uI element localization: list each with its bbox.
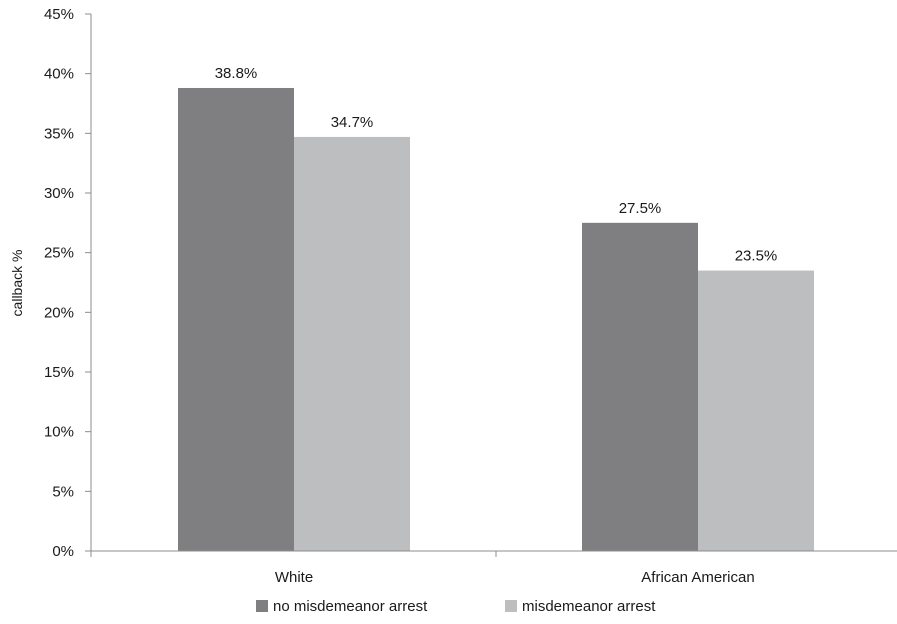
y-tick-label: 10% [44,424,74,441]
y-tick-label: 35% [44,125,74,142]
y-tick-label: 30% [44,185,74,202]
legend: no misdemeanor arrest misdemeanor arrest [256,598,656,615]
axes [90,14,897,557]
y-axis-ticks: 0% 5% 10% 15% 20% 25% 30% 35% 40% 45% [44,6,91,560]
data-label: 34.7% [331,114,374,131]
data-labels: 38.8% 34.7% 27.5% 23.5% [215,65,778,265]
data-label: 27.5% [619,200,662,217]
legend-label: misdemeanor arrest [522,598,656,615]
x-axis-ticks: White African American [275,569,755,586]
y-tick-label: 15% [44,364,74,381]
y-axis-title: callback % [9,250,25,317]
legend-swatch [505,600,517,612]
bars [178,87,814,552]
y-tick-label: 5% [52,483,74,500]
legend-swatch [256,600,268,612]
data-label: 38.8% [215,65,258,82]
y-tick-label: 20% [44,304,74,321]
bar-arrest-1 [698,270,814,551]
bar-arrest-0 [294,136,410,551]
x-tick-label: White [275,569,313,586]
y-tick-label: 25% [44,245,74,262]
x-tick-label: African American [641,569,754,586]
y-tick-label: 45% [44,6,74,23]
legend-label: no misdemeanor arrest [273,598,428,615]
data-label: 23.5% [735,248,778,265]
y-tick-label: 0% [52,543,74,560]
y-tick-label: 40% [44,66,74,83]
bar-no-arrest-0 [178,87,294,551]
bar-no-arrest-1 [582,222,698,552]
